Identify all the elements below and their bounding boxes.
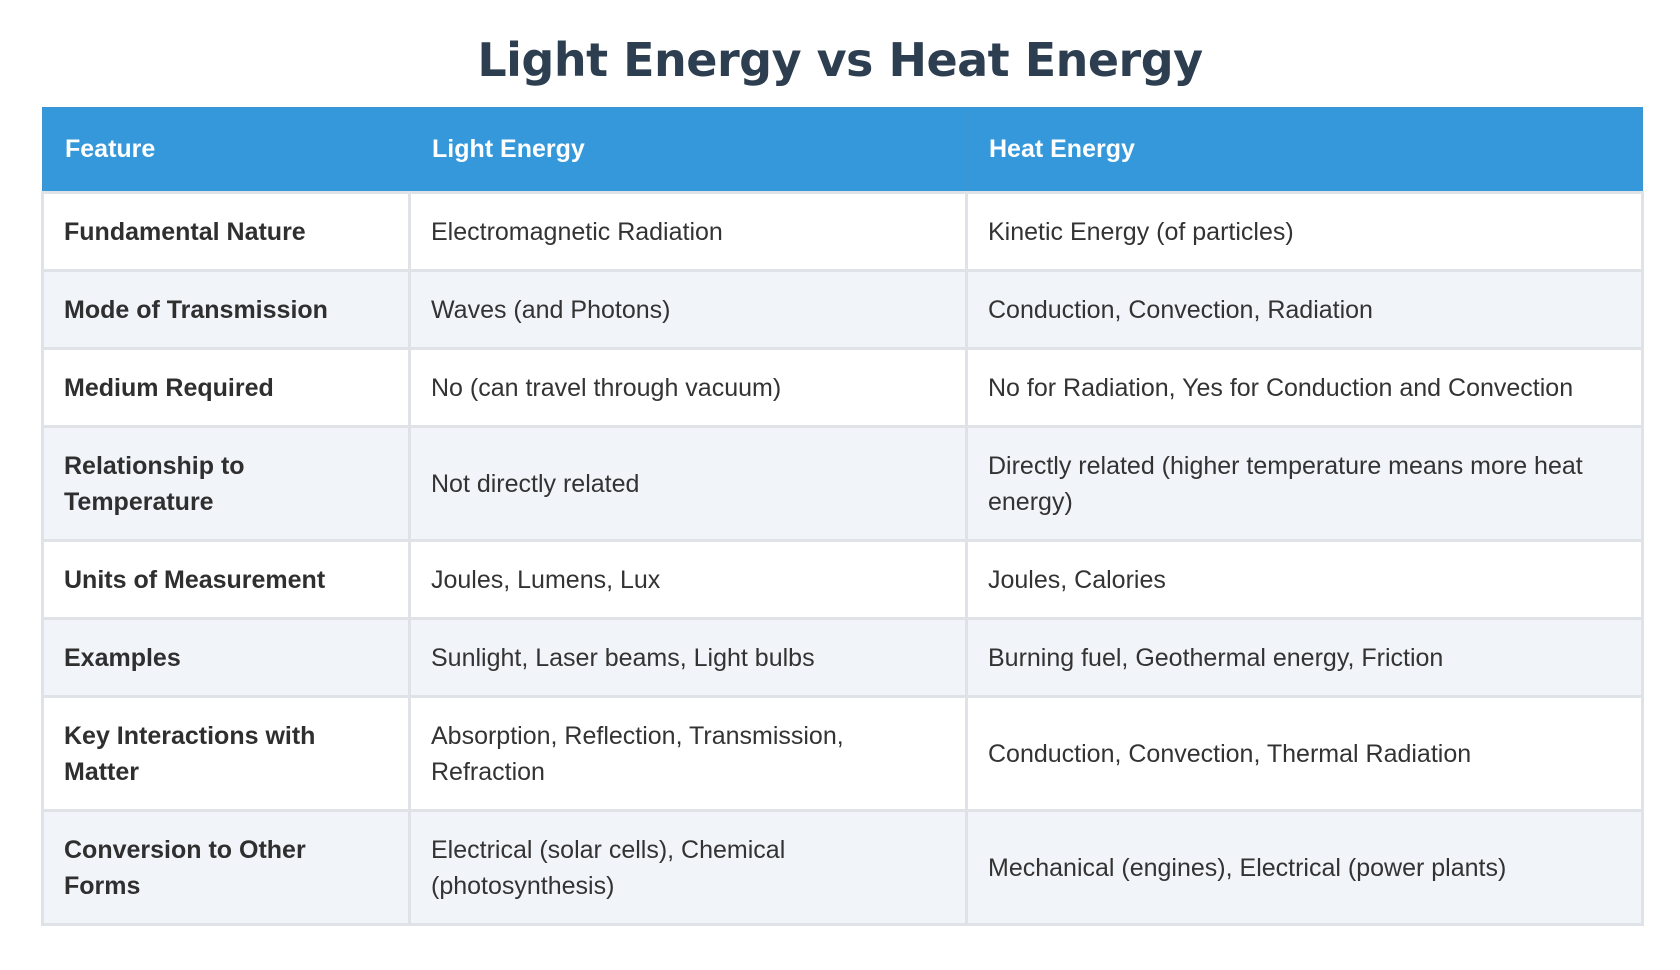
header-feature: Feature xyxy=(42,107,410,193)
heat-cell: Mechanical (engines), Electrical (power … xyxy=(965,809,1644,926)
feature-cell: Medium Required xyxy=(41,347,411,428)
comparison-table-container: Feature Light Energy Heat Energy Fundame… xyxy=(41,107,1644,926)
light-cell: No (can travel through vacuum) xyxy=(408,347,968,428)
feature-cell: Fundamental Nature xyxy=(41,191,411,272)
heat-cell: Kinetic Energy (of particles) xyxy=(965,191,1644,272)
heat-cell: Directly related (higher temperature mea… xyxy=(965,425,1644,542)
feature-cell: Units of Measurement xyxy=(41,539,411,620)
table-row: Medium Required No (can travel through v… xyxy=(41,347,1644,428)
header-row: Feature Light Energy Heat Energy xyxy=(42,107,1643,193)
light-cell: Not directly related xyxy=(408,425,968,542)
comparison-table: Feature Light Energy Heat Energy Fundame… xyxy=(41,107,1644,926)
table-row: Conversion to Other Forms Electrical (so… xyxy=(41,809,1644,926)
light-cell: Electromagnetic Radiation xyxy=(408,191,968,272)
table-body: Fundamental Nature Electromagnetic Radia… xyxy=(41,191,1644,926)
light-cell: Electrical (solar cells), Chemical (phot… xyxy=(408,809,968,926)
table-row: Units of Measurement Joules, Lumens, Lux… xyxy=(41,539,1644,620)
table-row: Fundamental Nature Electromagnetic Radia… xyxy=(41,191,1644,272)
feature-cell: Key Interactions with Matter xyxy=(41,695,411,812)
light-cell: Sunlight, Laser beams, Light bulbs xyxy=(408,617,968,698)
feature-cell: Mode of Transmission xyxy=(41,269,411,350)
heat-cell: Conduction, Convection, Radiation xyxy=(965,269,1644,350)
light-cell: Absorption, Reflection, Transmission, Re… xyxy=(408,695,968,812)
heat-cell: Joules, Calories xyxy=(965,539,1644,620)
table-row: Examples Sunlight, Laser beams, Light bu… xyxy=(41,617,1644,698)
feature-cell: Examples xyxy=(41,617,411,698)
table-row: Key Interactions with Matter Absorption,… xyxy=(41,695,1644,812)
table-row: Mode of Transmission Waves (and Photons)… xyxy=(41,269,1644,350)
header-light-energy: Light Energy xyxy=(409,107,967,193)
page-title: Light Energy vs Heat Energy xyxy=(477,33,1203,87)
table-row: Relationship to Temperature Not directly… xyxy=(41,425,1644,542)
heat-cell: No for Radiation, Yes for Conduction and… xyxy=(965,347,1644,428)
header-heat-energy: Heat Energy xyxy=(966,107,1643,193)
heat-cell: Burning fuel, Geothermal energy, Frictio… xyxy=(965,617,1644,698)
feature-cell: Relationship to Temperature xyxy=(41,425,411,542)
light-cell: Joules, Lumens, Lux xyxy=(408,539,968,620)
heat-cell: Conduction, Convection, Thermal Radiatio… xyxy=(965,695,1644,812)
table-header: Feature Light Energy Heat Energy xyxy=(42,107,1643,193)
feature-cell: Conversion to Other Forms xyxy=(41,809,411,926)
light-cell: Waves (and Photons) xyxy=(408,269,968,350)
